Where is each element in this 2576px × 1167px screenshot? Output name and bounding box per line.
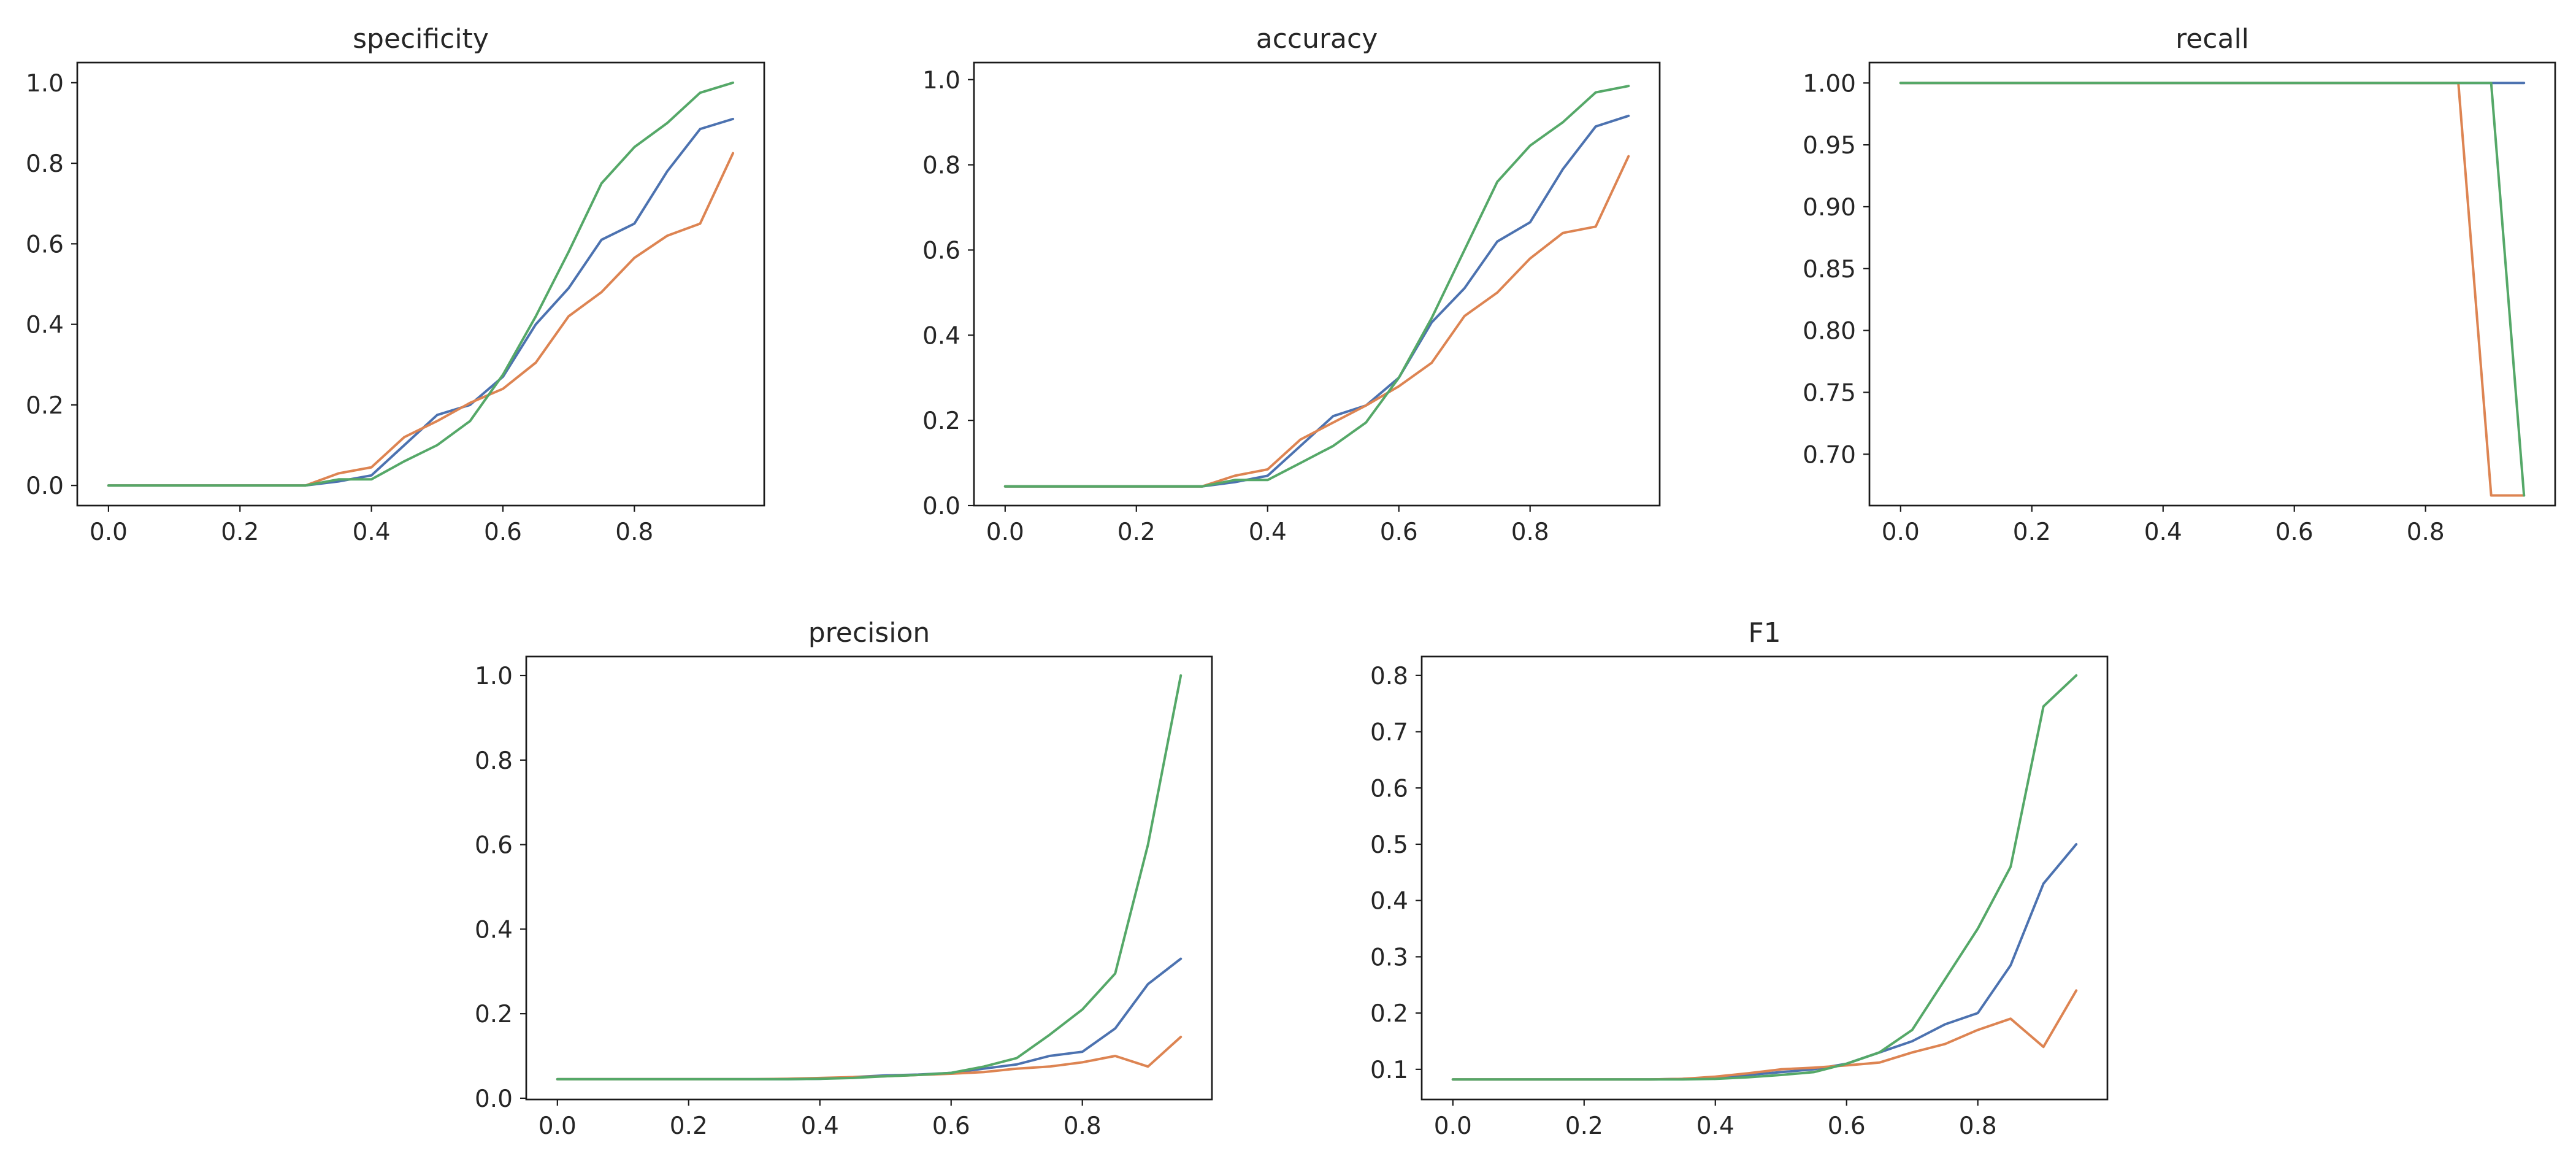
y-tick-label: 0.2 xyxy=(1370,1000,1408,1028)
y-tick-label: 0.4 xyxy=(475,916,513,944)
x-tick-label: 0.6 xyxy=(1828,1112,1866,1140)
y-tick-label: 0.4 xyxy=(922,322,960,350)
x-tick-label: 0.2 xyxy=(221,518,259,546)
x-tick-label: 0.4 xyxy=(801,1112,839,1140)
subplot-recall: recall 0.0 0.2 0.4 0.6 0.8 0.70 0.75 0.80 0.85 0.9… xyxy=(1803,23,2556,546)
series-line-green xyxy=(556,674,1183,1080)
y-tick-label: 0.5 xyxy=(1370,831,1408,859)
x-tick-label: 0.4 xyxy=(1249,518,1287,546)
y-tick-label: 1.00 xyxy=(1803,70,1856,98)
y-tick-label: 0.2 xyxy=(922,407,960,435)
x-tick-label: 0.4 xyxy=(1696,1112,1735,1140)
y-tick-label: 0.1 xyxy=(1370,1057,1408,1084)
x-tick-label: 0.4 xyxy=(2144,518,2182,546)
x-tick-label: 0.0 xyxy=(90,518,128,546)
y-tick-label: 0.8 xyxy=(475,747,513,775)
x-tick-label: 0.8 xyxy=(615,518,653,546)
x-tick-label: 0.0 xyxy=(1882,518,1920,546)
y-tick-label: 0.3 xyxy=(1370,944,1408,971)
x-tick-label: 0.8 xyxy=(2407,518,2445,546)
axes-frame xyxy=(76,61,765,507)
chart-title: accuracy xyxy=(1256,23,1378,55)
x-tick-label: 0.6 xyxy=(1380,518,1418,546)
y-tick-label: 0.2 xyxy=(26,392,64,420)
x-tick-label: 0.6 xyxy=(932,1112,970,1140)
y-tick-label: 0.90 xyxy=(1803,194,1856,221)
series-line-green xyxy=(1003,85,1630,488)
y-tick-label: 1.0 xyxy=(475,663,513,690)
subplot-accuracy: accuracy 0.0 0.2 0.4 0.6 0.8 0.0 0.2 0.4 0.6 0.8 1.… xyxy=(922,23,1661,546)
x-tick-label: 0.8 xyxy=(1959,1112,1997,1140)
x-tick-label: 0.0 xyxy=(539,1112,577,1140)
axes-frame xyxy=(1420,655,2109,1101)
y-tick-label: 0.4 xyxy=(1370,888,1408,915)
series-line-green xyxy=(1899,82,2526,497)
y-tick-label: 0.0 xyxy=(26,472,64,500)
x-tick-label: 0.2 xyxy=(1117,518,1156,546)
y-tick-label: 0.70 xyxy=(1803,441,1856,469)
x-tick-label: 0.8 xyxy=(1064,1112,1102,1140)
y-tick-label: 0.8 xyxy=(1370,663,1408,690)
y-tick-label: 1.0 xyxy=(26,70,64,98)
chart-title: precision xyxy=(808,617,930,649)
y-tick-label: 0.6 xyxy=(1370,775,1408,803)
y-tick-label: 0.7 xyxy=(1370,719,1408,747)
subplot-specificity: specificity 0.0 0.2 0.4 0.6 0.8 0.0 0.2 0.4 0.6 0.… xyxy=(26,23,765,546)
y-tick-label: 0.6 xyxy=(922,237,960,264)
y-tick-label: 0.8 xyxy=(26,150,64,178)
series-line-green xyxy=(1451,674,2078,1081)
x-tick-label: 0.2 xyxy=(2013,518,2051,546)
subplot-precision: precision 0.0 0.2 0.4 0.6 0.8 0.0 0.2 0.4 0.6 0.8 1… xyxy=(475,617,1213,1140)
chart-title: F1 xyxy=(1748,617,1781,649)
y-tick-label: 0.95 xyxy=(1803,132,1856,160)
y-tick-label: 0.0 xyxy=(922,493,960,520)
y-tick-label: 0.8 xyxy=(922,152,960,180)
x-tick-label: 0.6 xyxy=(2275,518,2313,546)
y-tick-label: 1.0 xyxy=(922,67,960,94)
x-tick-label: 0.6 xyxy=(484,518,522,546)
axes-frame xyxy=(525,655,1213,1101)
x-tick-label: 0.8 xyxy=(1511,518,1549,546)
x-tick-label: 0.0 xyxy=(1434,1112,1472,1140)
y-tick-label: 0.6 xyxy=(26,231,64,258)
x-tick-label: 0.4 xyxy=(353,518,391,546)
chart-title: recall xyxy=(2175,23,2249,55)
x-tick-label: 0.2 xyxy=(1565,1112,1603,1140)
y-tick-label: 0.85 xyxy=(1803,256,1856,283)
subplot-f1: F1 0.0 0.2 0.4 0.6 0.8 0.1 0.2 0.3 0.4 0.5 0.6 0.7 0.… xyxy=(1370,617,2109,1140)
chart-title: specificity xyxy=(353,23,489,55)
axes-frame xyxy=(973,61,1661,507)
series-line-green xyxy=(107,81,735,487)
y-tick-label: 0.4 xyxy=(26,312,64,339)
y-tick-label: 0.2 xyxy=(475,1001,513,1028)
y-tick-label: 0.75 xyxy=(1803,379,1856,407)
x-tick-label: 0.2 xyxy=(670,1112,708,1140)
y-tick-label: 0.80 xyxy=(1803,318,1856,345)
x-tick-label: 0.0 xyxy=(986,518,1024,546)
y-tick-label: 0.6 xyxy=(475,832,513,860)
y-tick-label: 0.0 xyxy=(475,1085,513,1113)
axes-frame xyxy=(1868,61,2556,507)
